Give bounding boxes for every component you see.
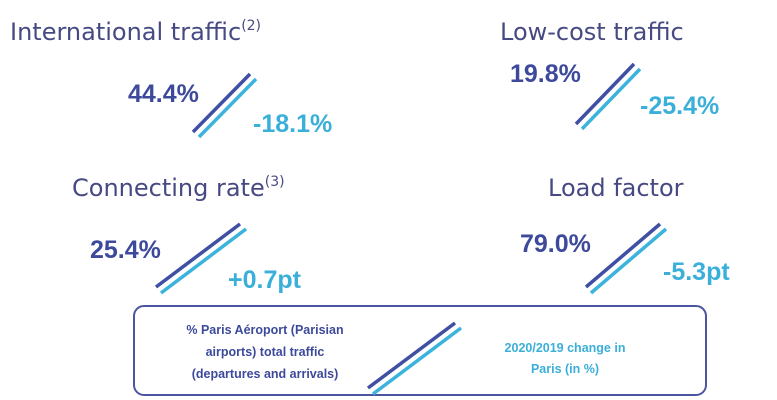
slash xyxy=(584,222,662,289)
slash xyxy=(574,62,636,126)
legend-text: (departures and arrivals) xyxy=(192,367,339,381)
share-value: 79.0% xyxy=(520,230,591,258)
metric-title: Connecting rate(3) xyxy=(72,174,285,202)
change-value: -18.1% xyxy=(253,110,332,138)
change-value: +0.7pt xyxy=(228,266,302,294)
slash xyxy=(191,72,252,134)
slash xyxy=(371,326,463,396)
slash xyxy=(154,222,242,289)
legend-text: airports) total traffic xyxy=(206,345,325,359)
change-value: -5.3pt xyxy=(663,258,730,286)
title-text: Connecting rate xyxy=(72,174,265,202)
change-value: -25.4% xyxy=(640,92,719,120)
title-text: International traffic xyxy=(10,18,241,46)
share-value: 19.8% xyxy=(510,60,581,88)
footnote: (2) xyxy=(241,18,261,34)
slash xyxy=(197,77,258,139)
legend-text: 2020/2019 change in xyxy=(505,341,626,355)
footnote: (3) xyxy=(265,174,285,190)
slash xyxy=(580,67,642,131)
slash xyxy=(366,321,457,390)
metric-title: Load factor xyxy=(548,174,684,202)
legend-text: Paris (in %) xyxy=(531,362,599,376)
slash xyxy=(159,227,248,295)
slash xyxy=(589,227,668,295)
metric-title: Low-cost traffic xyxy=(500,18,684,46)
legend-text: % Paris Aéroport (Parisian xyxy=(186,323,343,337)
share-value: 25.4% xyxy=(90,236,161,264)
metric-title: International traffic(2) xyxy=(10,18,261,46)
share-value: 44.4% xyxy=(128,80,199,108)
